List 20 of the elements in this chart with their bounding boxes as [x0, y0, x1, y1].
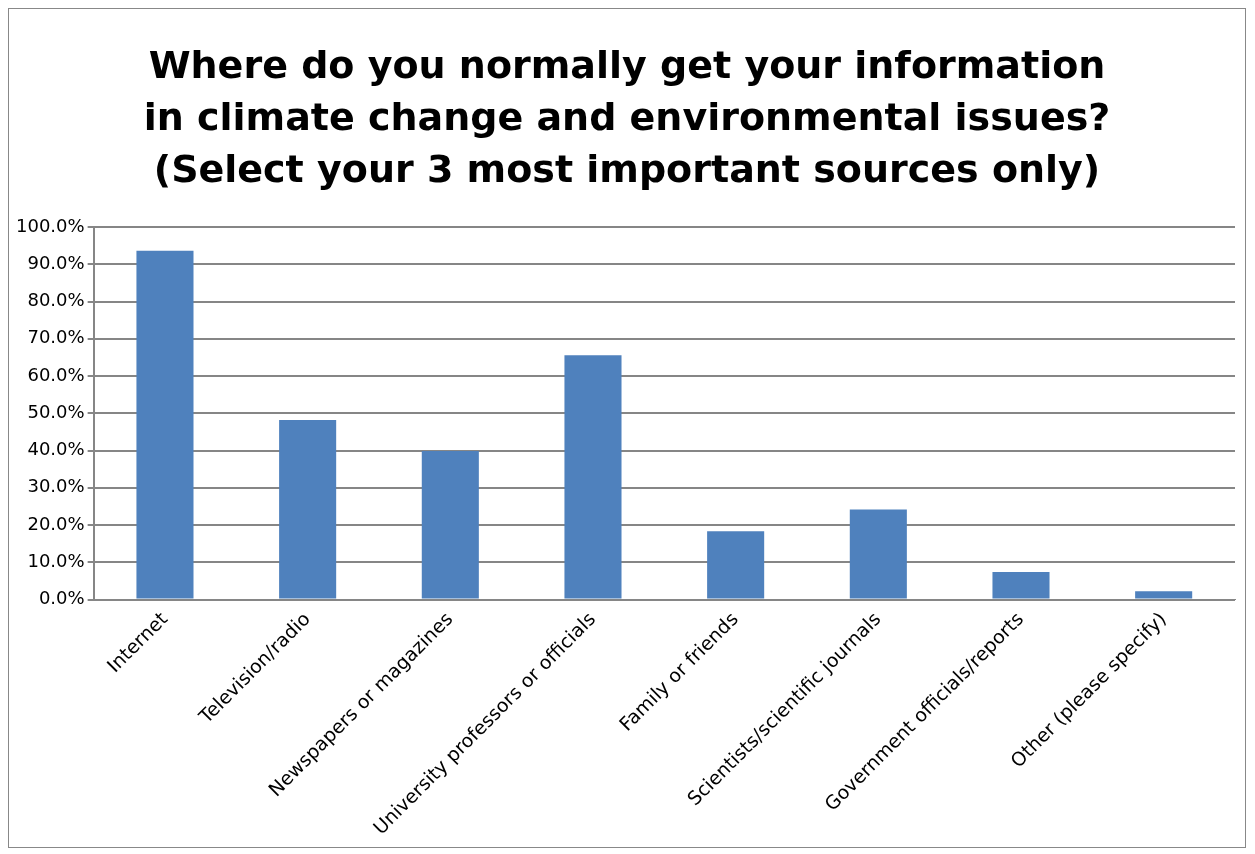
y-tick-label: 100.0%: [15, 214, 85, 236]
bar: [564, 355, 622, 599]
y-tick-label: 20.0%: [27, 512, 85, 534]
bar: [421, 450, 479, 599]
chart-title: Where do you normally get your information in climate change and environmental issues? (Select your 3 most important sources only): [142, 42, 1112, 193]
y-tick-label: 40.0%: [27, 438, 85, 460]
y-tick-label: 60.0%: [27, 363, 85, 385]
y-tick-label: 80.0%: [27, 289, 85, 311]
y-tick-label: 50.0%: [27, 400, 85, 422]
bar: [992, 571, 1050, 599]
y-tick-label: 70.0%: [27, 326, 85, 348]
y-tick-label: 90.0%: [27, 251, 85, 273]
bar: [849, 509, 907, 599]
y-tick-label: 10.0%: [27, 549, 85, 571]
bar: [1135, 591, 1193, 599]
bar: [279, 419, 337, 599]
y-tick-label: 30.0%: [27, 475, 85, 497]
bar: [707, 531, 765, 599]
bar: [136, 250, 194, 599]
y-tick-label: 0.0%: [38, 587, 85, 609]
